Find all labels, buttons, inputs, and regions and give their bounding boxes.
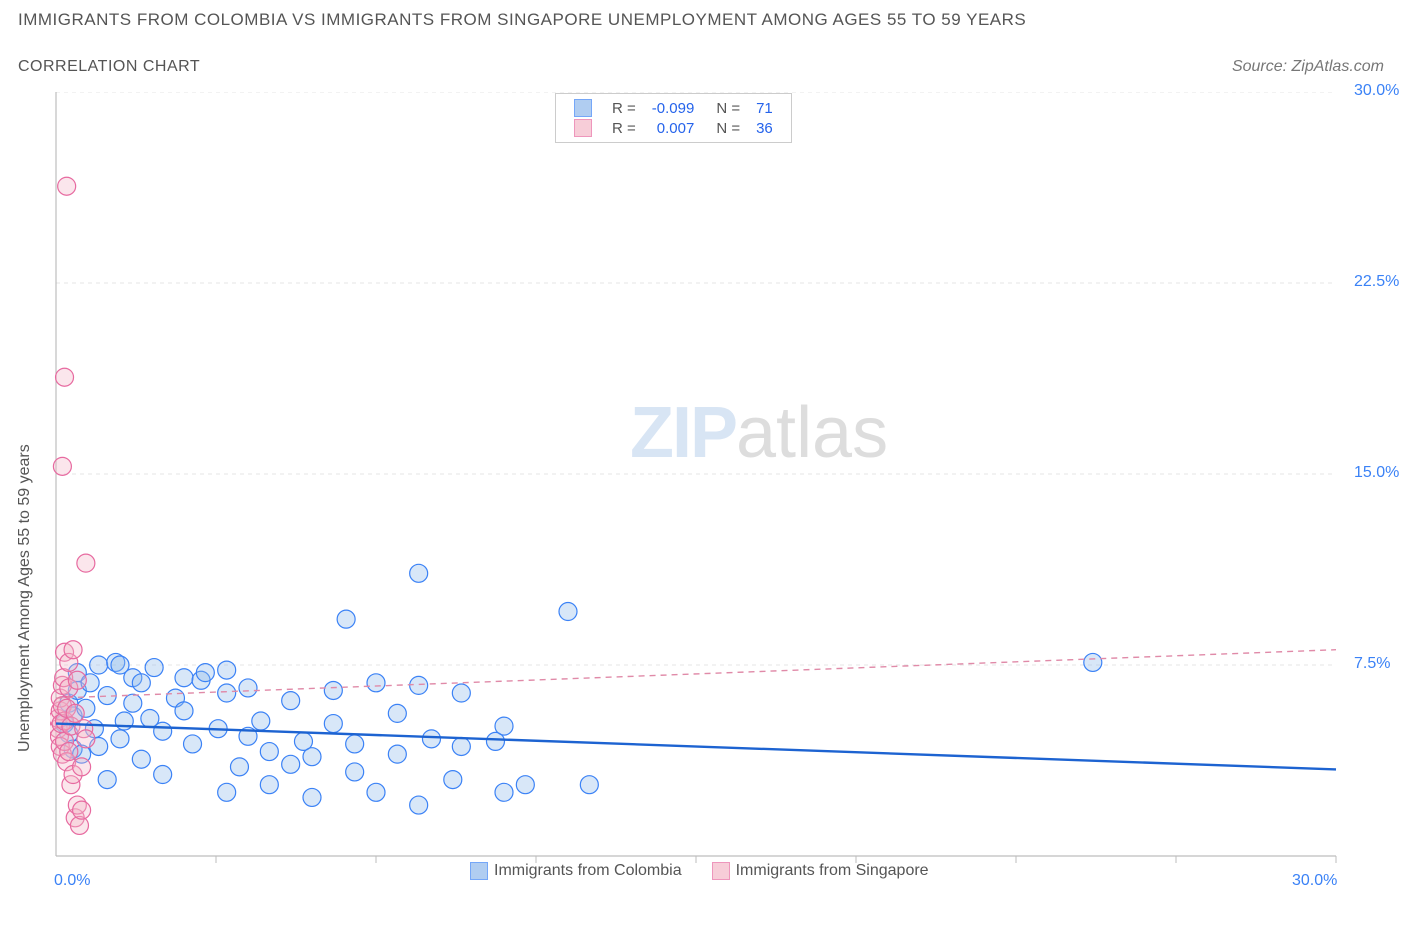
legend-stat-row: R =-0.099N =71	[566, 98, 781, 118]
x-tick-right: 30.0%	[1292, 872, 1337, 890]
y-tick-label: 7.5%	[1354, 655, 1390, 673]
source-prefix: Source:	[1232, 58, 1292, 75]
chart-stats-legend: R =-0.099N =71R =0.007N =36	[555, 93, 792, 143]
y-tick-label: 22.5%	[1354, 273, 1399, 291]
series-legend: Immigrants from Colombia Immigrants from …	[470, 862, 959, 880]
x-tick-left: 0.0%	[54, 872, 90, 890]
chart-area: ZIPatlas R =-0.099N =71R =0.007N =36 Imm…	[50, 92, 1390, 882]
source-name: ZipAtlas.com	[1292, 58, 1384, 75]
scatter-plot	[50, 92, 1390, 882]
legend-stat-row: R =0.007N =36	[566, 118, 781, 138]
y-tick-label: 15.0%	[1354, 464, 1399, 482]
chart-title: IMMIGRANTS FROM COLOMBIA VS IMMIGRANTS F…	[18, 10, 1026, 30]
legend-item: Immigrants from Singapore	[712, 862, 929, 879]
legend-item: Immigrants from Colombia	[470, 862, 682, 879]
chart-subtitle: CORRELATION CHART	[18, 58, 200, 76]
y-axis-label: Unemployment Among Ages 55 to 59 years	[16, 444, 34, 752]
y-tick-label: 30.0%	[1354, 82, 1399, 100]
chart-source: Source: ZipAtlas.com	[1232, 58, 1384, 76]
